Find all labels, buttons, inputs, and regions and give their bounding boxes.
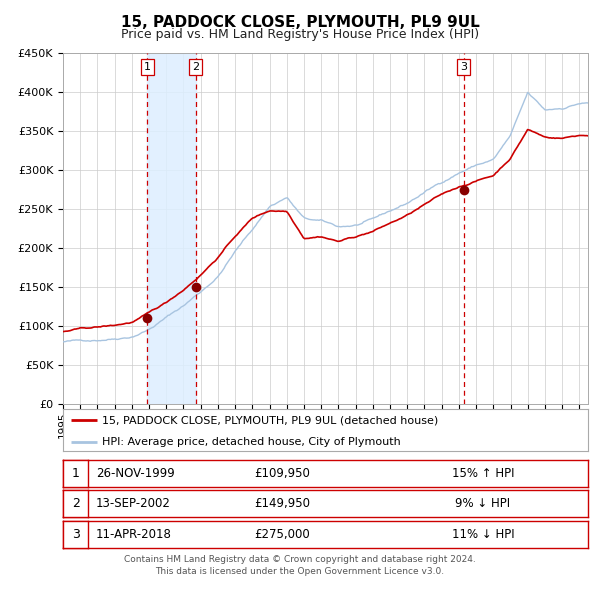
Text: 13-SEP-2002: 13-SEP-2002 — [96, 497, 171, 510]
Text: £109,950: £109,950 — [254, 467, 310, 480]
Text: £149,950: £149,950 — [254, 497, 310, 510]
Text: 15, PADDOCK CLOSE, PLYMOUTH, PL9 9UL: 15, PADDOCK CLOSE, PLYMOUTH, PL9 9UL — [121, 15, 479, 30]
Text: 15% ↑ HPI: 15% ↑ HPI — [452, 467, 514, 480]
Text: This data is licensed under the Open Government Licence v3.0.: This data is licensed under the Open Gov… — [155, 567, 445, 576]
Text: 9% ↓ HPI: 9% ↓ HPI — [455, 497, 511, 510]
Text: 1: 1 — [71, 467, 80, 480]
Text: 3: 3 — [460, 62, 467, 72]
Text: 26-NOV-1999: 26-NOV-1999 — [96, 467, 175, 480]
Text: Contains HM Land Registry data © Crown copyright and database right 2024.: Contains HM Land Registry data © Crown c… — [124, 555, 476, 564]
Text: Price paid vs. HM Land Registry's House Price Index (HPI): Price paid vs. HM Land Registry's House … — [121, 28, 479, 41]
Text: 2: 2 — [71, 497, 80, 510]
Text: 1: 1 — [144, 62, 151, 72]
Text: 3: 3 — [71, 528, 80, 541]
Text: 15, PADDOCK CLOSE, PLYMOUTH, PL9 9UL (detached house): 15, PADDOCK CLOSE, PLYMOUTH, PL9 9UL (de… — [103, 415, 439, 425]
Text: 2: 2 — [192, 62, 199, 72]
Text: 11% ↓ HPI: 11% ↓ HPI — [452, 528, 514, 541]
Text: 11-APR-2018: 11-APR-2018 — [96, 528, 172, 541]
Bar — [148, 53, 196, 404]
Text: HPI: Average price, detached house, City of Plymouth: HPI: Average price, detached house, City… — [103, 437, 401, 447]
Text: £275,000: £275,000 — [254, 528, 310, 541]
